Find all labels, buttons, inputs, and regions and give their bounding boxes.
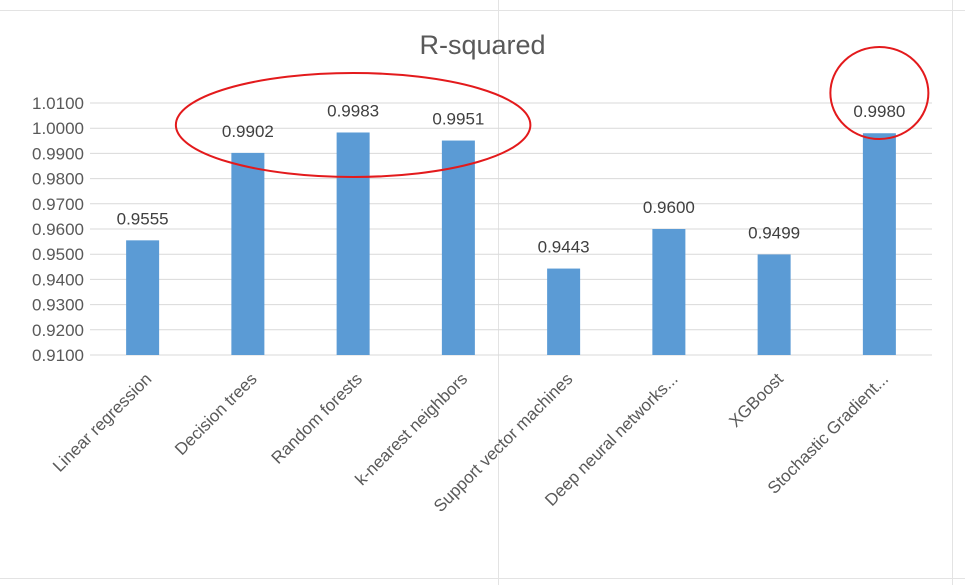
y-tick-label: 0.9800 [32,170,84,189]
data-label: 0.9902 [222,122,274,141]
category-label: Decision trees [171,369,261,459]
y-tick-label: 0.9400 [32,270,84,289]
x-axis-tick-labels: Linear regression Decision trees Random fo… [49,369,892,516]
bar [441,140,475,355]
sheet-gridline [952,0,953,585]
y-axis-tick-labels: 0.9100 0.9200 0.9300 0.9400 0.9500 0.9600 0.97… [32,94,84,365]
bar [547,268,581,355]
bar [862,133,896,355]
category-label: Random forests [268,369,366,467]
bar [757,254,791,355]
y-tick-label: 0.9300 [32,296,84,315]
category-label: Linear regression [49,369,155,475]
bars [126,132,896,355]
highlight-ellipse [829,46,930,140]
bar [336,132,370,355]
highlight-ellipse [174,72,532,178]
y-tick-label: 0.9700 [32,195,84,214]
sheet-gridline [0,578,965,579]
data-labels: 0.9555 0.9902 0.9983 0.9951 0.9443 0.9600 0.94… [117,101,906,256]
data-label: 0.9600 [643,198,695,217]
y-tick-label: 0.9200 [32,321,84,340]
category-label: k-nearest neighbors [352,369,472,489]
y-tick-label: 0.9500 [32,245,84,264]
y-tick-label: 0.9600 [32,220,84,239]
y-tick-label: 1.0000 [32,119,84,138]
data-label: 0.9951 [432,110,484,129]
y-tick-label: 0.9100 [32,346,84,365]
data-label: 0.9980 [853,102,905,121]
bar [126,240,160,355]
bar [231,152,265,355]
highlight-annotations [174,46,930,178]
bar [652,229,686,355]
category-label: Stochastic Gradient... [764,369,892,497]
data-label: 0.9443 [538,238,590,257]
sheet-gridline [498,0,499,585]
y-tick-label: 0.9900 [32,144,84,163]
y-tick-label: 1.0100 [32,94,84,113]
data-label: 0.9555 [117,209,169,228]
data-label: 0.9499 [748,223,800,242]
gridlines [90,102,932,356]
data-label: 0.9983 [327,101,379,120]
sheet-gridline [0,10,965,11]
category-label: XGBoost [725,369,787,431]
